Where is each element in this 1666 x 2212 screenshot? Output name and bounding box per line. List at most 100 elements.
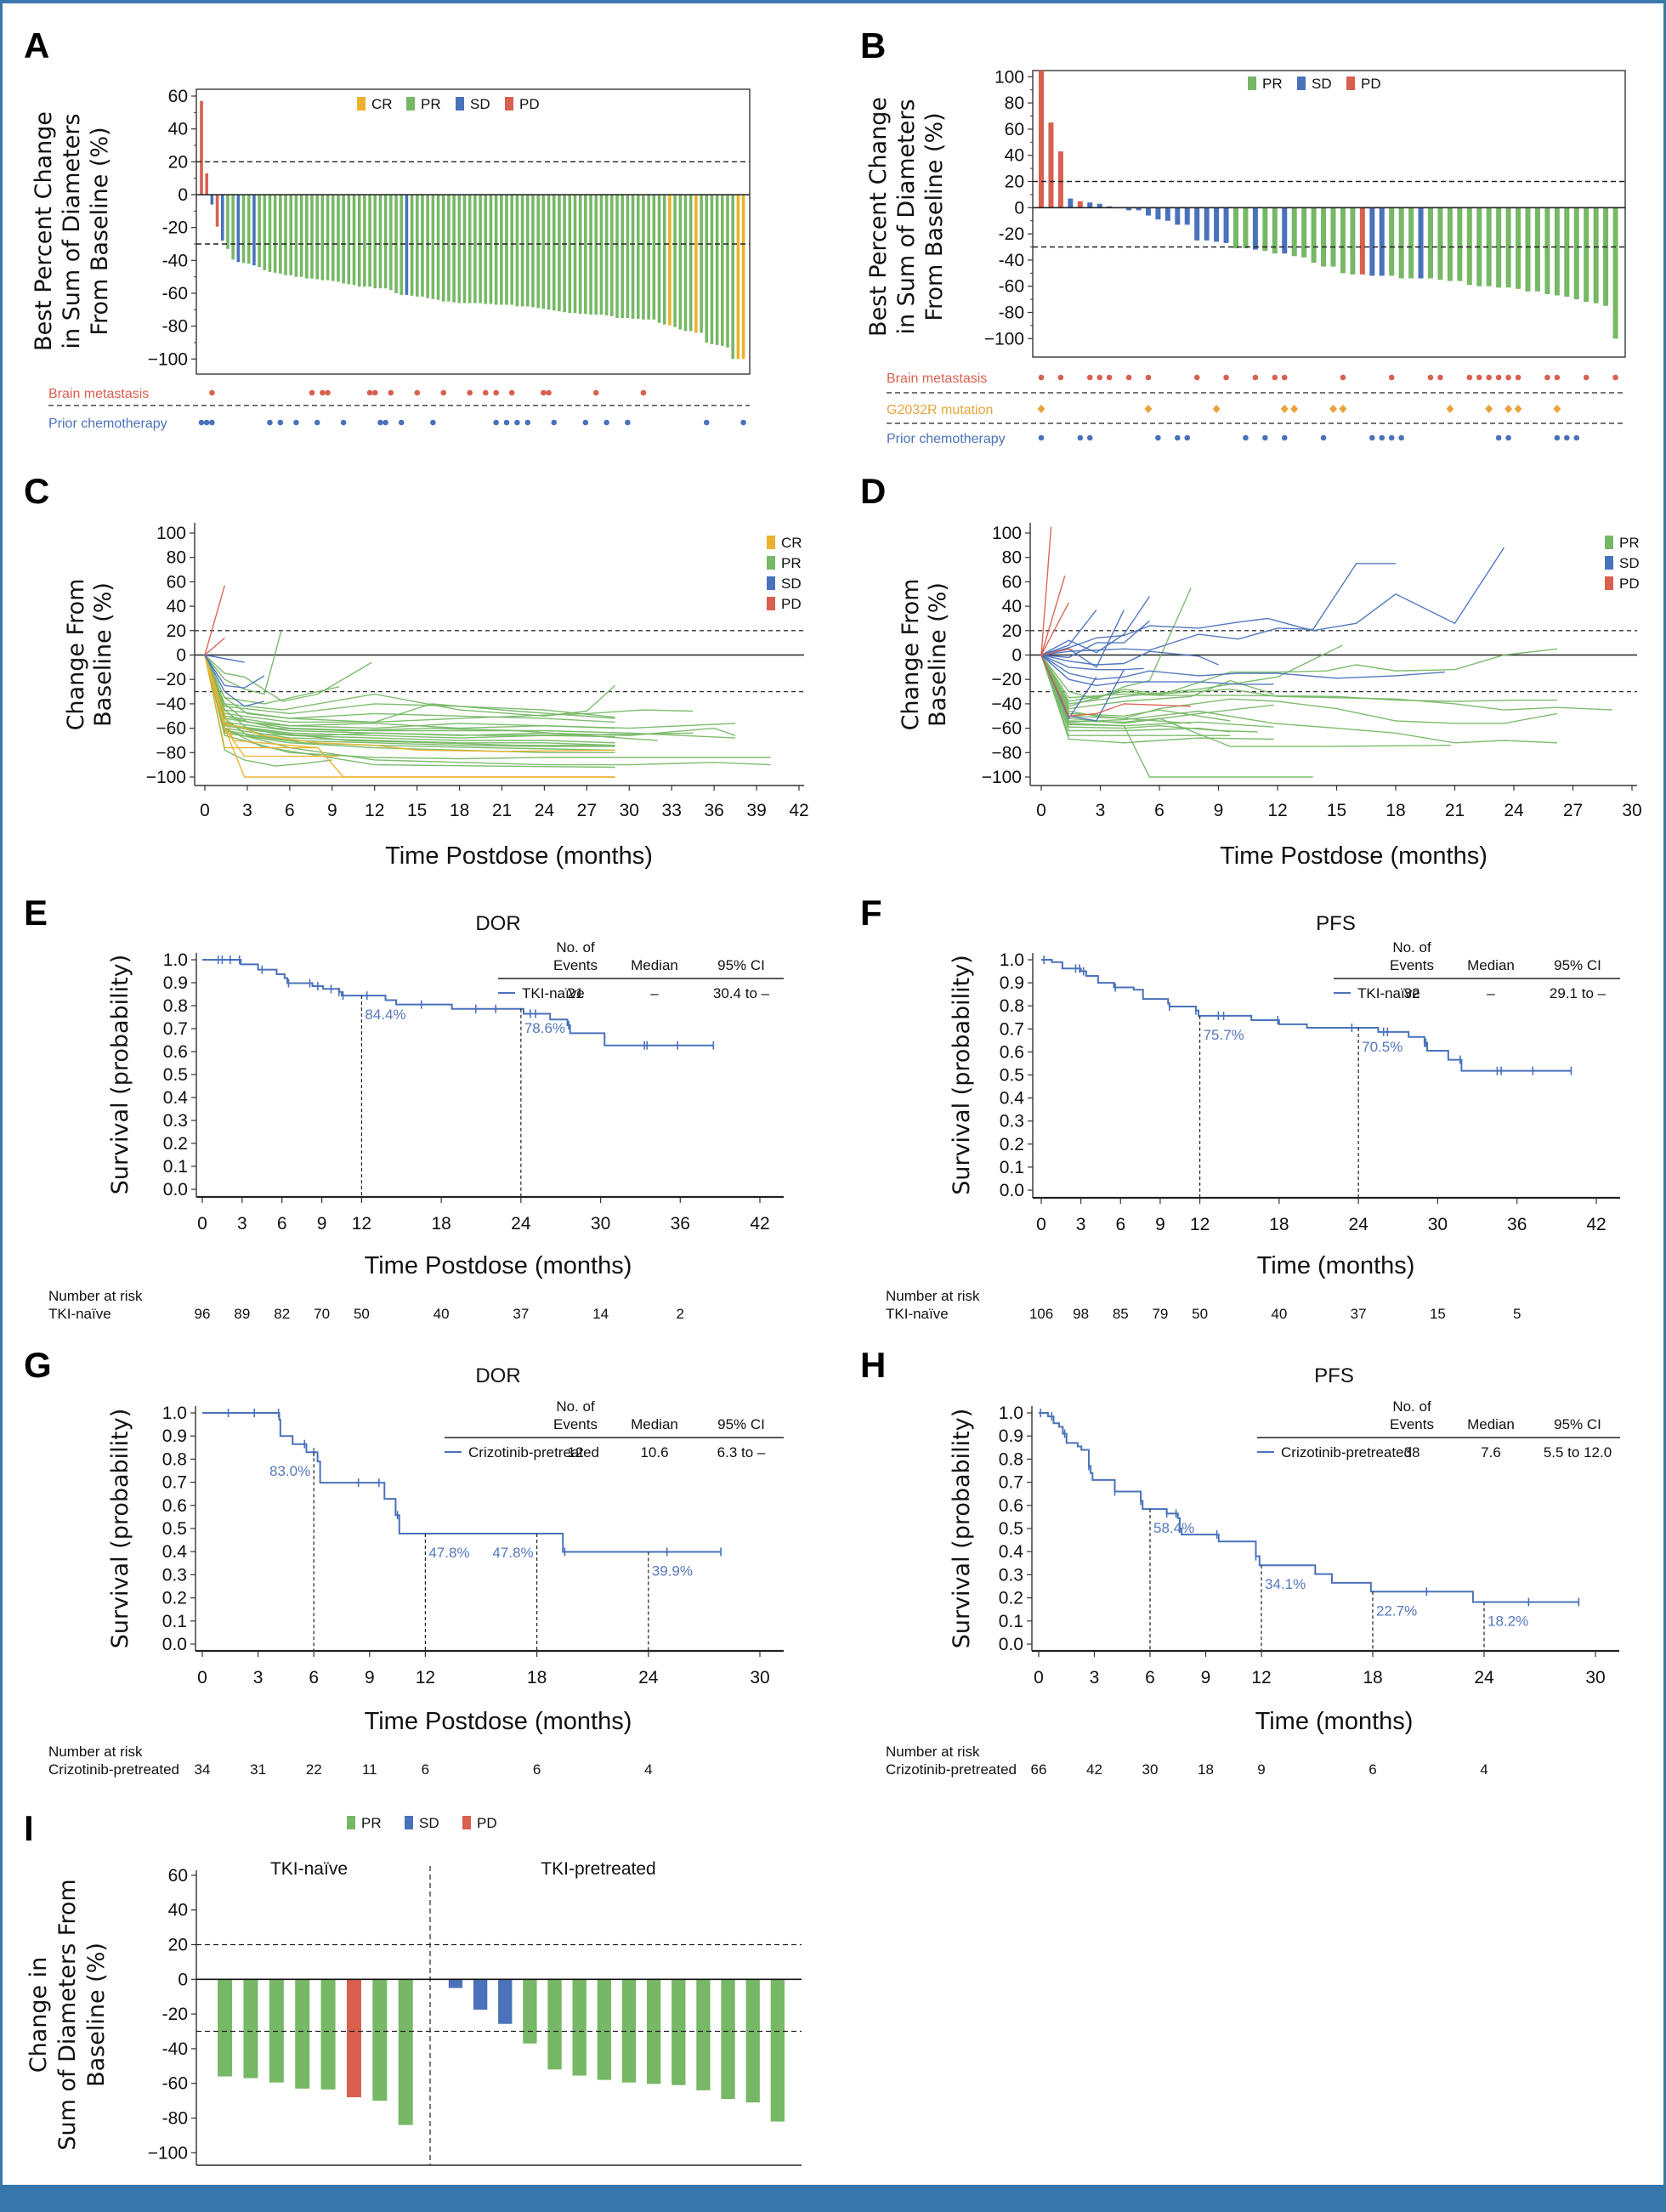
dot-marker: [1223, 374, 1229, 381]
bar-pr: [294, 195, 298, 277]
table-row-ci: 5.5 to 12.0: [1544, 1444, 1612, 1460]
dot-marker: [1077, 434, 1084, 441]
y-tick-label: 0.2: [999, 1589, 1023, 1608]
legend-swatch-sd: [767, 576, 775, 590]
table-row-events: 21: [568, 985, 584, 1001]
x-tick-label: 3: [1096, 801, 1106, 820]
bar-pr: [426, 195, 429, 298]
series-line-pr: [204, 655, 736, 739]
risk-count: 11: [362, 1761, 377, 1778]
bar-pr: [1311, 207, 1317, 263]
bar-sd: [405, 195, 409, 295]
bar-pr: [705, 195, 709, 343]
risk-count: 37: [1351, 1306, 1367, 1322]
bar-sd: [1379, 207, 1385, 276]
marker-row-label: Prior chemotherapy: [48, 417, 167, 431]
dot-marker: [1175, 434, 1181, 441]
bar-pr: [1564, 207, 1570, 298]
chart-title: DOR: [475, 1364, 520, 1387]
dot-marker: [541, 389, 547, 396]
y-tick-label: 0.8: [999, 1449, 1023, 1469]
y-tick-label: 0.6: [163, 1042, 188, 1062]
y-tick-label: 0.7: [999, 1473, 1023, 1493]
table-row-median: 10.6: [640, 1444, 668, 1460]
y-tick-label: 100: [992, 524, 1022, 543]
bar-pr: [372, 1979, 388, 2101]
risk-count: 66: [1031, 1761, 1047, 1778]
y-tick-label: −80: [156, 743, 186, 763]
legend-label-sd: SD: [419, 1815, 439, 1831]
dot-marker: [1505, 374, 1511, 381]
x-tick-label: 9: [1155, 1215, 1165, 1234]
x-tick-label: 36: [671, 1214, 690, 1234]
y-tick-label: −40: [991, 695, 1022, 714]
series-line-pr: [1040, 648, 1558, 699]
legend-swatch-cr: [767, 536, 775, 549]
x-tick-label: 6: [309, 1668, 319, 1687]
y-tick-label: -60: [162, 284, 188, 303]
y-axis-label: Change From Baseline (%): [63, 579, 116, 731]
legend-item-pr: PR: [347, 1815, 382, 1831]
risk-count: 96: [195, 1306, 211, 1322]
dot-marker: [1495, 374, 1502, 381]
x-tick-label: 18: [450, 801, 469, 820]
y-tick-label: 0.8: [1000, 996, 1024, 1016]
x-tick-label: 36: [1507, 1215, 1527, 1234]
x-tick-label: 18: [1363, 1668, 1382, 1687]
y-tick-label: -80: [162, 2109, 188, 2129]
x-tick-label: 6: [1145, 1668, 1155, 1687]
bar-pr: [505, 195, 508, 305]
y-tick-label: 0.0: [162, 1635, 187, 1654]
bar-pr: [647, 195, 650, 320]
table-header-ci: 95% CI: [717, 957, 765, 973]
y-tick-label: −100: [148, 349, 188, 369]
bar-pr: [662, 195, 666, 325]
bar-pr: [1398, 207, 1404, 279]
y-tick-label: −100: [984, 329, 1024, 349]
y-tick-label: 80: [1005, 94, 1024, 113]
series-line-pr: [204, 655, 736, 736]
series-line-pr: [204, 630, 282, 695]
diamond-marker: [1212, 405, 1221, 413]
risk-count: 70: [314, 1306, 330, 1322]
bar-pr: [241, 195, 246, 264]
dot-marker: [546, 389, 552, 396]
legend-swatch-cr: [357, 97, 366, 111]
waterfall-chart-a: 60 40 20 0 -20 -40 -60 -80 −100 Best Percent Chan…: [31, 87, 751, 431]
y-tick-label: −100: [148, 2143, 188, 2163]
x-tick-label: 3: [1076, 1215, 1086, 1234]
series-line-sd: [1040, 620, 1150, 659]
dot-marker: [1145, 374, 1152, 381]
legend: CR PR SD PD: [767, 535, 802, 612]
bar-pr: [599, 195, 604, 315]
dot-marker: [1554, 434, 1561, 441]
bar-pr: [594, 195, 598, 315]
x-tick-label: 0: [1034, 1668, 1044, 1687]
series-line-pr: [204, 655, 694, 736]
table-row-label: TKI-naïve: [1357, 985, 1420, 1001]
bar-group-tki-pretreated: TKI-pretreated: [448, 1859, 785, 2122]
series-line-pr: [204, 654, 372, 702]
bar-pr: [721, 1979, 735, 2100]
series-line-pr: [1040, 655, 1558, 744]
risk-table-title: Number at risk: [48, 1288, 143, 1304]
group-label: TKI-naïve: [270, 1859, 348, 1879]
bar-pr: [226, 195, 230, 249]
x-tick-label: 12: [352, 1214, 371, 1234]
series-line-pr: [1040, 655, 1231, 733]
y-axis-label-line: Change From: [898, 579, 924, 731]
risk-count: 40: [1271, 1306, 1287, 1322]
x-tick-label: 6: [277, 1214, 287, 1234]
bar-pr: [1584, 207, 1590, 303]
bar-sd: [1204, 207, 1210, 241]
dot-marker: [1495, 434, 1502, 441]
bar-pr: [246, 195, 251, 264]
km-chart-g: DOR 1.0 0.9 0.8 0.7 0.6 0.5 0.4 0.3 0.2 0.1 0.0 0 3 6 9…: [48, 1364, 784, 1778]
x-tick-label: 21: [492, 801, 512, 820]
bar-group-tki-na-ve: TKI-naïve: [218, 1859, 413, 2125]
x-tick-label: 18: [527, 1668, 547, 1687]
bar-sd: [1223, 207, 1229, 243]
dot-marker: [503, 419, 510, 426]
bar-pr: [441, 195, 445, 302]
bar-pr: [1612, 207, 1618, 339]
